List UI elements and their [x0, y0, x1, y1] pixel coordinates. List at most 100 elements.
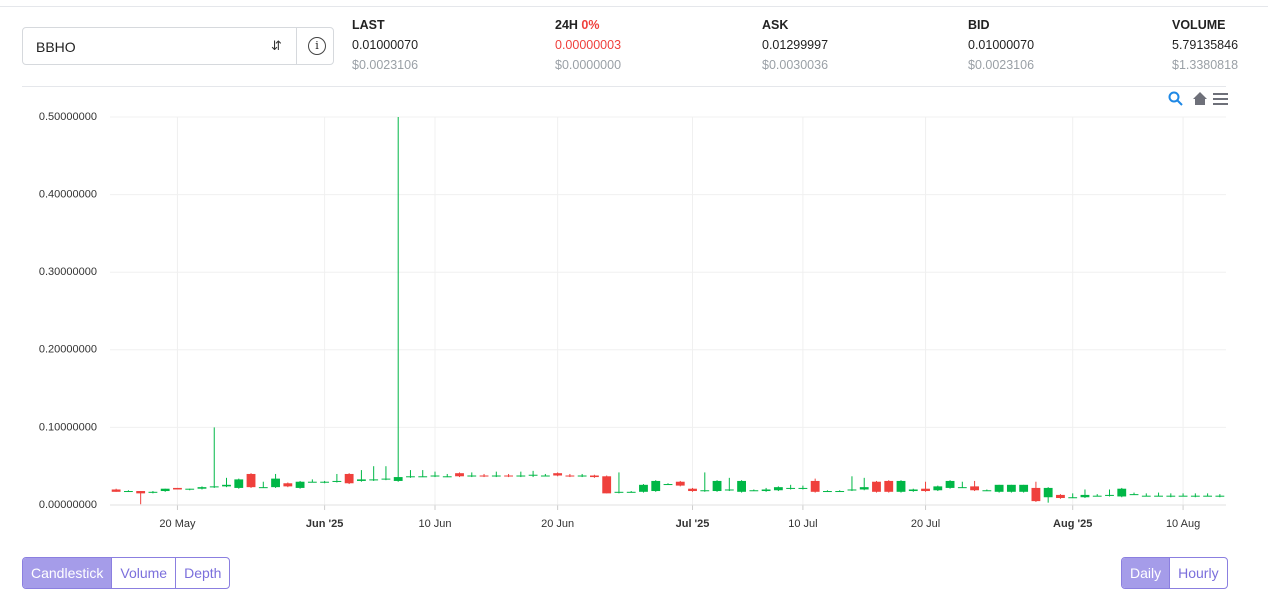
- candle-body: [209, 486, 219, 488]
- candle-body: [344, 473, 354, 484]
- candle-body: [1092, 495, 1102, 497]
- chart-type-buttons: Candlestick Volume Depth: [22, 557, 231, 589]
- candle-body: [798, 487, 808, 489]
- candle-body: [565, 475, 575, 477]
- interval-button[interactable]: Daily: [1122, 558, 1170, 588]
- candle-body: [332, 480, 342, 482]
- candle-body: [160, 488, 170, 492]
- zoom-icon[interactable]: [1168, 91, 1180, 103]
- x-tick-label: 20 May: [159, 518, 196, 530]
- stat-label-text: 24H: [555, 18, 578, 32]
- candle-body: [700, 490, 710, 492]
- stat-change: 0%: [581, 18, 600, 32]
- candle-body: [540, 475, 550, 477]
- candle-body: [369, 479, 379, 481]
- stat-value: 0.01000070: [352, 38, 419, 52]
- candle-body: [442, 476, 452, 478]
- zoom-icon-handle: [1176, 99, 1183, 106]
- toolbar: [1168, 91, 1228, 106]
- candle-body: [590, 475, 599, 478]
- candle-body: [577, 475, 587, 477]
- interval-button[interactable]: Hourly: [1169, 558, 1226, 588]
- divider: [0, 6, 1268, 7]
- stat: BID 0.01000070 $0.0023106: [968, 18, 1034, 72]
- candle-body: [994, 484, 1004, 492]
- candle-body: [136, 491, 146, 494]
- candle-body: [381, 478, 391, 480]
- candle-body: [504, 475, 513, 477]
- candle-body: [1178, 495, 1188, 497]
- stat-usd: $0.0023106: [968, 58, 1035, 72]
- candle-body: [724, 489, 734, 491]
- candle-body: [945, 480, 955, 488]
- candle-body: [921, 488, 930, 492]
- candle-body: [111, 489, 121, 492]
- chart-type-button[interactable]: Candlestick: [23, 558, 112, 588]
- stat: VOLUME 5.79135846 $1.3380818: [1172, 18, 1238, 72]
- candle-body: [1043, 487, 1053, 498]
- candle-body: [1215, 495, 1225, 497]
- candle-body: [896, 480, 906, 492]
- y-tick-label: 0.40000000: [39, 189, 97, 201]
- stat: 24H 0% 0.00000003 $0.0000000: [555, 18, 621, 72]
- x-tick-label: Jul '25: [676, 518, 710, 530]
- candle-body: [786, 487, 796, 489]
- candle-body: [663, 484, 673, 486]
- candle-body: [1129, 494, 1139, 496]
- stat-label: BID: [968, 18, 1034, 38]
- candle-body: [1105, 494, 1114, 496]
- info-button[interactable]: i: [308, 37, 326, 55]
- candle-body: [982, 490, 992, 492]
- candle-body: [283, 483, 293, 487]
- candle-body: [957, 487, 967, 489]
- candle-body: [626, 491, 636, 493]
- stat-value: 5.79135846: [1172, 38, 1239, 52]
- candle-body: [639, 484, 648, 492]
- candle-body: [773, 487, 783, 491]
- stat-usd: $1.3380818: [1172, 58, 1239, 72]
- candle-body: [872, 481, 881, 492]
- stat: ASK 0.01299997 $0.0030036: [762, 18, 828, 72]
- y-tick-label: 0.20000000: [39, 344, 97, 356]
- y-tick-label: 0.10000000: [39, 421, 97, 433]
- chart-type-button[interactable]: Depth: [175, 558, 229, 588]
- candle-body: [859, 487, 869, 490]
- candle-body: [222, 484, 231, 487]
- stat-label: LAST: [352, 18, 418, 38]
- candle-body: [173, 487, 182, 490]
- stat-label-text: LAST: [352, 18, 385, 32]
- candle-body: [675, 481, 685, 486]
- x-tick-label: 20 Jun: [541, 518, 574, 530]
- candle-body: [1166, 495, 1176, 497]
- stat-label: VOLUME: [1172, 18, 1238, 38]
- candle-body: [1056, 494, 1065, 499]
- candle-body: [258, 487, 268, 489]
- stat-value: 0.01299997: [762, 38, 829, 52]
- menu-icon[interactable]: [1213, 93, 1228, 105]
- candle-body: [1068, 497, 1078, 499]
- stat-label: ASK: [762, 18, 828, 38]
- candle-body: [1019, 484, 1029, 492]
- candle-body: [307, 481, 317, 483]
- chart-type-button[interactable]: Volume: [111, 558, 175, 588]
- x-tick-label: 10 Aug: [1166, 518, 1200, 530]
- candle-body: [455, 473, 464, 477]
- candle-body: [810, 480, 820, 492]
- candle-body: [712, 480, 722, 492]
- candle-body: [749, 490, 759, 492]
- stat-label: 24H 0%: [555, 18, 621, 38]
- candle-body: [393, 477, 403, 481]
- x-tick-label: Aug '25: [1053, 518, 1092, 530]
- candle-body: [761, 489, 771, 492]
- candle-body: [1031, 487, 1041, 502]
- y-tick-label: 0.00000000: [39, 499, 97, 511]
- candle-body: [884, 480, 894, 492]
- pair-select[interactable]: BBHO ⇵ i: [22, 27, 334, 65]
- candle-body: [553, 473, 563, 476]
- candle-body: [847, 489, 857, 491]
- home-icon[interactable]: [1193, 92, 1207, 105]
- candle-body: [148, 491, 158, 493]
- chart: 0.00000000 0.10000000 0.20000000 0.30000000…: [39, 91, 1228, 530]
- x-tick-label: 10 Jul: [788, 518, 817, 530]
- x-tick-label: Jun '25: [306, 518, 343, 530]
